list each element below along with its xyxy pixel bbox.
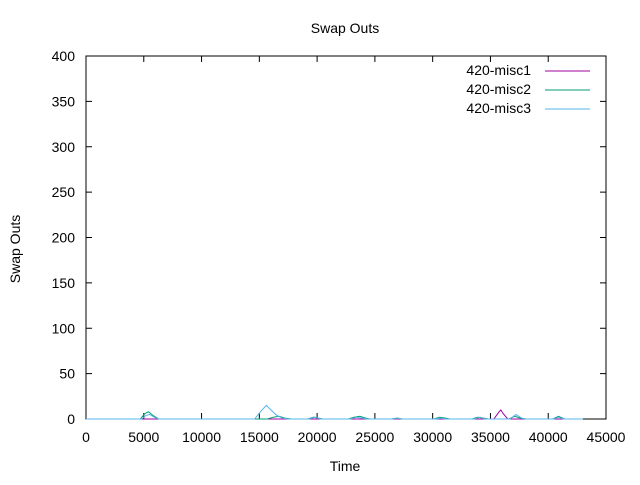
y-tick-label: 250 — [52, 184, 76, 200]
y-tick-label: 150 — [52, 275, 76, 291]
x-tick-label: 35000 — [471, 429, 510, 445]
y-tick-label: 100 — [52, 320, 76, 336]
y-tick-label: 350 — [52, 93, 76, 109]
x-tick-label: 25000 — [355, 429, 394, 445]
y-tick-label: 50 — [59, 366, 75, 382]
x-tick-label: 5000 — [128, 429, 159, 445]
legend-label: 420-misc1 — [466, 62, 531, 78]
x-tick-label: 20000 — [298, 429, 337, 445]
y-axis-ticks: 0 50 100 150 200 250 300 350 400 — [52, 48, 606, 427]
legend-label: 420-misc3 — [466, 100, 531, 116]
x-tick-label: 10000 — [182, 429, 221, 445]
x-axis-label: Time — [330, 458, 361, 474]
series-line-420-misc2 — [86, 411, 583, 420]
y-axis-label: Swap Outs — [7, 215, 23, 283]
x-tick-label: 0 — [82, 429, 90, 445]
y-tick-label: 300 — [52, 139, 76, 155]
series-line-420-misc3 — [86, 404, 583, 420]
legend-label: 420-misc2 — [466, 81, 531, 97]
x-tick-label: 15000 — [240, 429, 279, 445]
x-tick-label: 40000 — [529, 429, 568, 445]
legend: 420-misc1 420-misc2 420-misc3 — [466, 62, 590, 116]
x-tick-label: 30000 — [413, 429, 452, 445]
y-tick-label: 400 — [52, 48, 76, 64]
x-tick-label: 45000 — [587, 429, 626, 445]
y-tick-label: 0 — [67, 411, 75, 427]
series-line-420-misc1 — [86, 409, 583, 420]
x-axis-ticks: 0 5000 10000 15000 20000 25000 30000 35000 40000… — [82, 56, 626, 445]
y-tick-label: 200 — [52, 230, 76, 246]
series-lines — [86, 404, 583, 420]
chart-title: Swap Outs — [311, 20, 379, 36]
